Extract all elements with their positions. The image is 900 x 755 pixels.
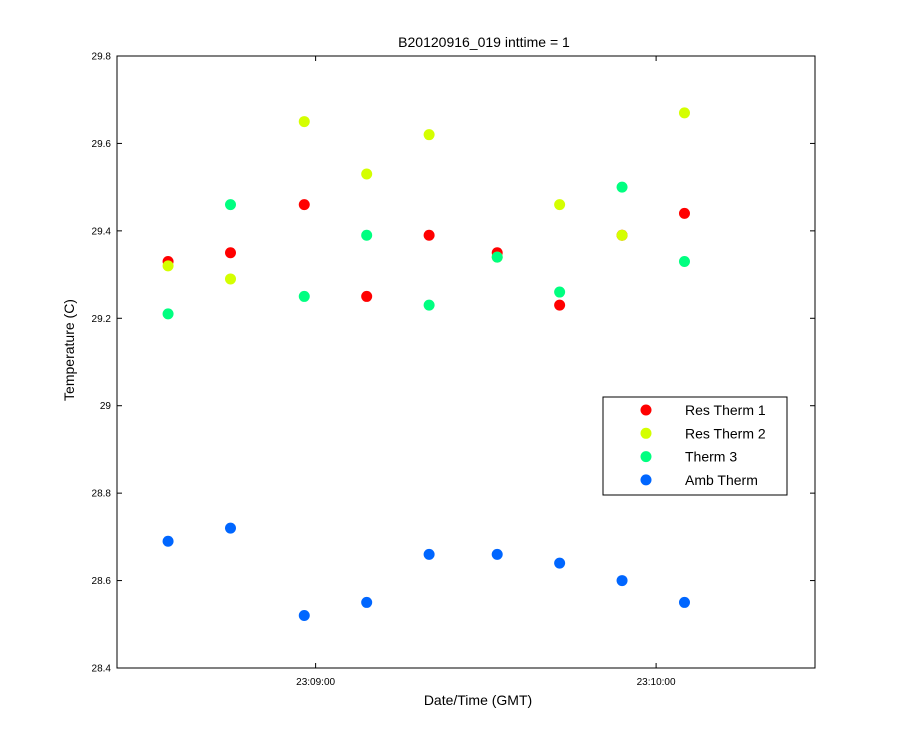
data-point-therm-3: [224, 199, 236, 211]
legend-label-res-therm-2: Res Therm 2: [685, 425, 766, 441]
legend: Res Therm 1 Res Therm 2 Therm 3 Amb Therm: [602, 396, 788, 496]
y-tick-label: 29.6: [92, 139, 112, 150]
data-point-res-therm-2: [162, 260, 174, 272]
data-point-therm-3: [298, 290, 310, 302]
data-point-res-therm-2: [361, 168, 373, 180]
data-point-therm-3: [678, 255, 690, 267]
data-point-res-therm-2: [678, 107, 690, 119]
data-point-amb-therm: [491, 548, 503, 560]
y-tick-label: 28.6: [92, 576, 112, 587]
y-tick-label: 29: [100, 401, 112, 412]
data-point-therm-3: [616, 181, 628, 193]
data-point-therm-3: [554, 286, 566, 298]
data-point-res-therm-1: [361, 290, 373, 302]
data-point-res-therm-2: [423, 129, 435, 141]
series-therm-3: [162, 181, 690, 320]
data-point-res-therm-1: [224, 247, 236, 259]
legend-box: [602, 396, 788, 496]
legend-items: Res Therm 1 Res Therm 2 Therm 3 Amb Therm: [640, 402, 766, 488]
x-tick-label: 23:10:00: [637, 677, 676, 688]
data-point-res-therm-2: [224, 273, 236, 285]
data-point-res-therm-1: [423, 229, 435, 241]
chart-title: B20120916_019 inttime = 1: [398, 34, 570, 50]
ticks-layer: 28.4 28.6 28.8 29 29.2 29.4 29.6 29.8 23:09:00 23…: [92, 52, 815, 688]
y-tick-label: 29.4: [92, 226, 112, 237]
legend-marker-res-therm-2: [640, 427, 652, 439]
legend-marker-amb-therm: [640, 474, 652, 486]
data-point-res-therm-1: [554, 299, 566, 311]
data-point-amb-therm: [423, 548, 435, 560]
y-tick-label: 28.4: [92, 664, 112, 675]
legend-label-res-therm-1: Res Therm 1: [685, 402, 766, 418]
data-point-res-therm-2: [554, 199, 566, 211]
data-point-amb-therm: [616, 575, 628, 587]
x-axis-label: Date/Time (GMT): [424, 692, 532, 708]
y-axis-label: Temperature (C): [61, 299, 77, 401]
data-point-therm-3: [423, 299, 435, 311]
data-point-res-therm-2: [298, 116, 310, 128]
x-tick-label: 23:09:00: [296, 677, 335, 688]
data-point-therm-3: [491, 251, 503, 263]
series-amb-therm: [162, 522, 690, 622]
data-point-res-therm-1: [298, 199, 310, 211]
plot-area: [116, 55, 816, 669]
data-point-therm-3: [162, 308, 174, 320]
y-tick-label: 29.2: [92, 314, 112, 325]
data-point-res-therm-2: [616, 229, 628, 241]
data-point-amb-therm: [554, 557, 566, 569]
data-point-amb-therm: [361, 596, 373, 608]
y-tick-label: 28.8: [92, 489, 112, 500]
legend-label-therm-3: Therm 3: [685, 449, 737, 465]
points-layer: [162, 107, 690, 622]
legend-marker-therm-3: [640, 451, 652, 463]
legend-label-amb-therm: Amb Therm: [685, 472, 758, 488]
data-point-amb-therm: [298, 610, 310, 622]
data-point-amb-therm: [162, 535, 174, 547]
legend-marker-res-therm-1: [640, 404, 652, 416]
data-point-amb-therm: [224, 522, 236, 534]
data-point-amb-therm: [678, 596, 690, 608]
y-tick-label: 29.8: [92, 52, 112, 63]
data-point-therm-3: [361, 229, 373, 241]
data-point-res-therm-1: [678, 207, 690, 219]
